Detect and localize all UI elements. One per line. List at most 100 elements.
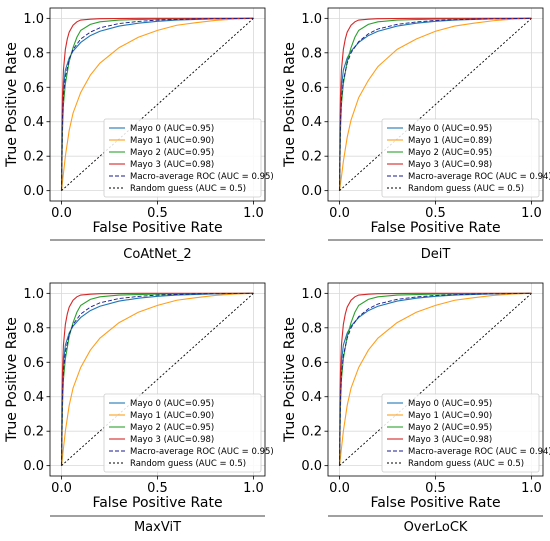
roc-curve-1: [60, 292, 254, 466]
roc-curve-5: [339, 293, 532, 466]
legend-entry: Mayo 2 (AUC=0.95): [408, 148, 492, 158]
panel-caption: MaxViT: [134, 520, 181, 535]
roc-panel-2: 0.0 0.5 1.0 0.0 0.2 0.4 0.6 0.8 1.0 False Positiv…: [4, 282, 274, 535]
y-tick-label: 0.6: [301, 356, 322, 371]
legend-entry: Mayo 3 (AUC=0.98): [130, 160, 214, 170]
roc-curve-1: [338, 17, 532, 191]
x-axis-label: False Positive Rate: [370, 495, 500, 511]
y-tick-label: 0.2: [23, 150, 44, 165]
roc-curve-4: [61, 292, 254, 466]
legend-entry: Mayo 1 (AUC=0.90): [408, 411, 492, 421]
legend: Mayo 0 (AUC=0.95) Mayo 1 (AUC=0.90) Mayo 2…: [103, 393, 274, 473]
roc-curve-3: [338, 292, 532, 466]
legend-entry: Mayo 1 (AUC=0.90): [130, 136, 214, 146]
legend-box: [103, 118, 262, 198]
y-axis-label: True Positive Rate: [282, 317, 298, 443]
y-axis-label: True Positive Rate: [282, 42, 298, 168]
legend-box: [381, 118, 540, 198]
y-axis-label: True Positive Rate: [4, 42, 20, 168]
roc-curve-0: [338, 292, 532, 466]
legend-entry: Mayo 0 (AUC=0.95): [130, 399, 214, 409]
x-tick-label: 0.0: [51, 481, 72, 496]
legend-entry: Mayo 0 (AUC=0.95): [408, 124, 492, 134]
legend-entry: Macro-average ROC (AUC = 0.95): [130, 172, 274, 182]
roc-curve-3: [60, 17, 254, 191]
y-tick-label: 0.6: [23, 356, 44, 371]
roc-curve-1: [338, 292, 532, 466]
y-tick-label: 0.2: [301, 150, 322, 165]
legend-entry: Random guess (AUC = 0.5): [408, 459, 524, 469]
roc-panel-0: 0.0 0.5 1.0 0.0 0.2 0.4 0.6 0.8 1.0 False Positiv…: [4, 7, 274, 262]
y-tick-label: 0.8: [301, 321, 322, 336]
legend-box: [103, 393, 262, 473]
y-axis-label: True Positive Rate: [4, 317, 20, 443]
x-tick-label: 1.0: [521, 206, 542, 221]
x-tick-label: 0.0: [51, 206, 72, 221]
y-tick-label: 0.8: [23, 46, 44, 61]
x-axis-label: False Positive Rate: [92, 220, 222, 236]
roc-curve-3: [60, 292, 254, 466]
y-tick-label: 0.0: [23, 184, 44, 199]
y-tick-label: 0.8: [23, 321, 44, 336]
legend-box: [381, 393, 540, 473]
roc-curve-5: [61, 18, 254, 191]
roc-panel-3: 0.0 0.5 1.0 0.0 0.2 0.4 0.6 0.8 1.0 False Positiv…: [282, 282, 550, 535]
x-tick-label: 0.5: [147, 206, 168, 221]
roc-curve-4: [339, 292, 532, 466]
roc-curve-2: [338, 17, 532, 191]
roc-curve-0: [338, 17, 532, 191]
legend-entry: Mayo 2 (AUC=0.95): [130, 423, 214, 433]
legend: Mayo 0 (AUC=0.95) Mayo 1 (AUC=0.90) Mayo 2…: [381, 393, 550, 473]
y-tick-label: 0.0: [23, 459, 44, 474]
roc-curve-5: [61, 293, 254, 466]
y-tick-label: 1.0: [23, 12, 44, 27]
y-tick-label: 0.8: [301, 46, 322, 61]
x-tick-label: 0.0: [329, 481, 350, 496]
legend-entry: Macro-average ROC (AUC = 0.94): [408, 172, 550, 182]
x-tick-label: 1.0: [243, 481, 264, 496]
roc-curve-2: [338, 292, 532, 466]
legend-entry: Random guess (AUC = 0.5): [130, 184, 246, 194]
y-tick-label: 0.0: [301, 459, 322, 474]
legend-entry: Mayo 0 (AUC=0.95): [130, 124, 214, 134]
panel-caption: CoAtNet_2: [123, 247, 191, 262]
legend-entry: Mayo 3 (AUC=0.98): [408, 160, 492, 170]
legend-entry: Macro-average ROC (AUC = 0.95): [130, 447, 274, 457]
panel-caption: DeiT: [421, 247, 451, 262]
y-tick-label: 0.6: [301, 81, 322, 96]
legend-entry: Macro-average ROC (AUC = 0.94): [408, 447, 550, 457]
y-tick-label: 0.2: [23, 425, 44, 440]
legend-entry: Random guess (AUC = 0.5): [130, 459, 246, 469]
y-tick-label: 1.0: [301, 287, 322, 302]
y-tick-label: 0.4: [23, 115, 44, 130]
legend-entry: Random guess (AUC = 0.5): [408, 184, 524, 194]
roc-panel-1: 0.0 0.5 1.0 0.0 0.2 0.4 0.6 0.8 1.0 False Positiv…: [282, 7, 550, 262]
roc-curve-4: [339, 17, 532, 191]
y-tick-label: 0.6: [23, 81, 44, 96]
x-tick-label: 1.0: [521, 481, 542, 496]
x-axis-label: False Positive Rate: [92, 495, 222, 511]
y-tick-label: 0.4: [301, 390, 322, 405]
x-tick-label: 0.5: [425, 481, 446, 496]
y-tick-label: 0.0: [301, 184, 322, 199]
legend-entry: Mayo 1 (AUC=0.90): [130, 411, 214, 421]
roc-curve-1: [60, 17, 254, 191]
legend: Mayo 0 (AUC=0.95) Mayo 1 (AUC=0.89) Mayo 2…: [381, 118, 550, 198]
y-tick-label: 0.4: [23, 390, 44, 405]
roc-curve-4: [61, 17, 254, 191]
y-tick-label: 1.0: [301, 12, 322, 27]
panel-caption: OverLoCK: [404, 520, 468, 535]
x-tick-label: 0.5: [425, 206, 446, 221]
x-tick-label: 0.0: [329, 206, 350, 221]
legend-entry: Mayo 1 (AUC=0.89): [408, 136, 492, 146]
y-tick-label: 0.2: [301, 425, 322, 440]
roc-curve-0: [60, 17, 254, 191]
roc-curve-2: [60, 17, 254, 191]
legend-entry: Mayo 2 (AUC=0.95): [408, 423, 492, 433]
x-tick-label: 1.0: [243, 206, 264, 221]
legend-entry: Mayo 2 (AUC=0.95): [130, 148, 214, 158]
roc-curve-5: [339, 18, 532, 191]
legend: Mayo 0 (AUC=0.95) Mayo 1 (AUC=0.90) Mayo 2…: [103, 118, 274, 198]
legend-entry: Mayo 0 (AUC=0.95): [408, 399, 492, 409]
